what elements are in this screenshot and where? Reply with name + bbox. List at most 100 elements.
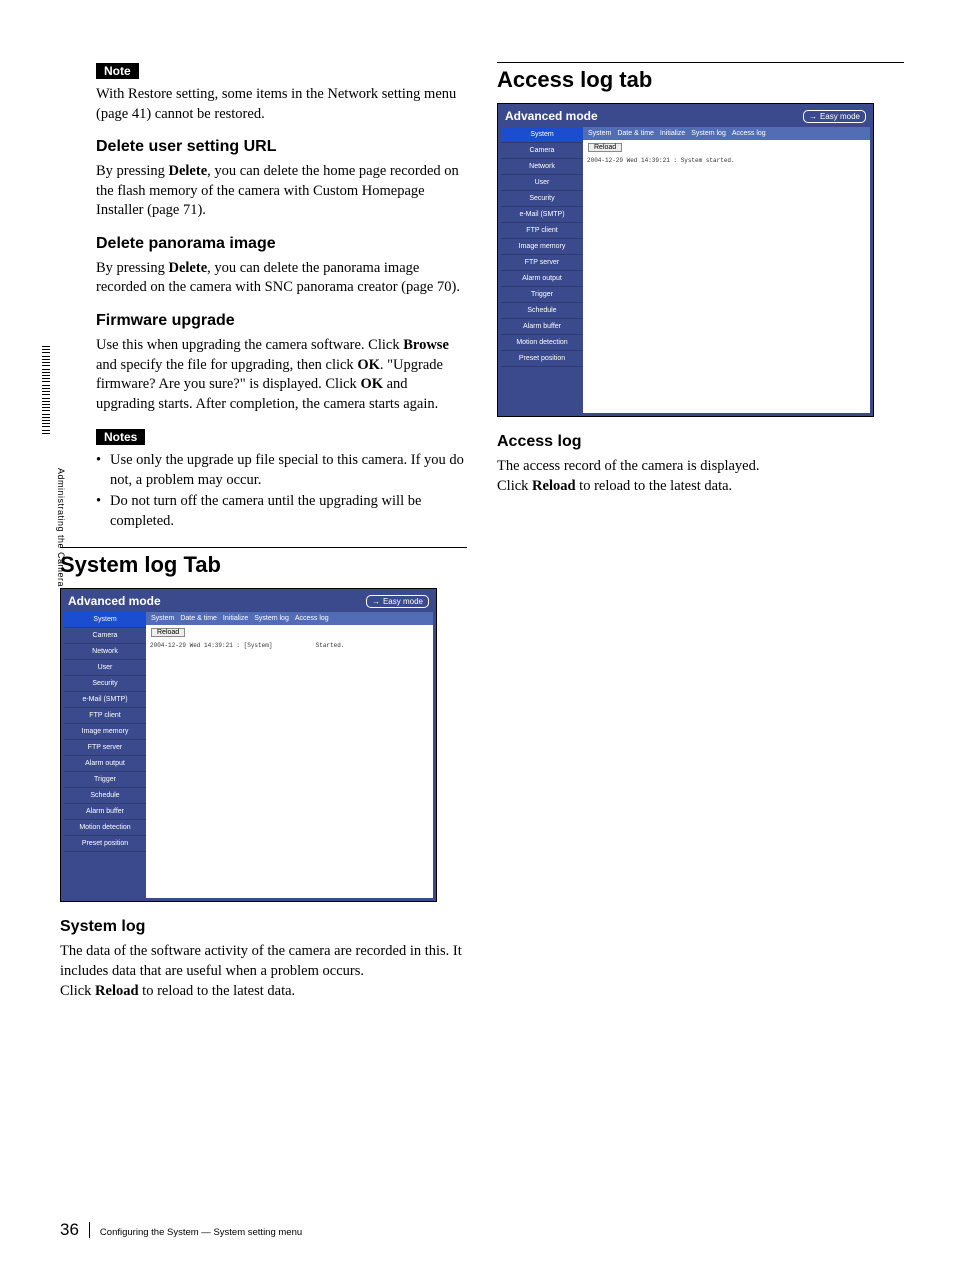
firmware-para: Use this when upgrading the camera softw… [96,336,467,414]
delete-panorama-heading: Delete panorama image [96,235,467,253]
arrow-right-icon: → [809,112,817,121]
system-log-screenshot: Advanced mode → Easy mode System Camera … [60,588,437,902]
nav-item-ftpclient[interactable]: FTP client [501,223,583,239]
page-footer: 36 Configuring the System — System setti… [60,1220,302,1240]
bold-fragment: OK [360,376,383,392]
nav-item-ftpclient[interactable]: FTP client [64,708,146,724]
nav-item-alarmbuf[interactable]: Alarm buffer [501,319,583,335]
bold-fragment: Reload [532,478,576,494]
easy-mode-label: Easy mode [820,112,860,121]
tab-initialize[interactable]: Initialize [660,130,685,137]
nav-item-security[interactable]: Security [64,676,146,692]
sidebar-section-label: Administrating the Camera [56,468,66,587]
notes-badge: Notes [96,429,145,445]
access-log-tab-heading: Access log tab [497,62,904,93]
system-log-output: 2004-12-29 Wed 14:39:21 : [System] Start… [146,640,433,898]
nav-item-user[interactable]: User [501,175,583,191]
tab-accesslog[interactable]: Access log [295,615,329,622]
nav-item-preset[interactable]: Preset position [501,351,583,367]
nav-item-schedule[interactable]: Schedule [64,788,146,804]
bold-fragment: Reload [95,983,139,999]
nav-item-network[interactable]: Network [501,159,583,175]
tab-systemlog[interactable]: System log [254,615,289,622]
nav-item-motion[interactable]: Motion detection [501,335,583,351]
nav-item-ftpserver[interactable]: FTP server [501,255,583,271]
text-fragment: By pressing [96,163,169,179]
right-column: Access log tab Advanced mode → Easy mode… [497,62,904,1015]
nav-item-alarmout[interactable]: Alarm output [501,271,583,287]
nav-item-trigger[interactable]: Trigger [501,287,583,303]
ss-tabs: System Date & time Initialize System log… [146,612,433,625]
bold-fragment: OK [357,357,380,373]
tab-datetime[interactable]: Date & time [180,615,217,622]
system-log-para-1: The data of the software activity of the… [60,942,467,981]
access-log-output: 2004-12-29 Wed 14:39:21 : System started… [583,155,870,413]
access-log-para-2: Click Reload to reload to the latest dat… [497,477,904,497]
nav-item-email[interactable]: e-Mail (SMTP) [501,207,583,223]
easy-mode-button[interactable]: → Easy mode [366,595,429,608]
access-log-screenshot: Advanced mode → Easy mode System Camera … [497,103,874,417]
bold-fragment: Browse [403,337,449,353]
ss-title: Advanced mode [68,594,161,608]
nav-item-schedule[interactable]: Schedule [501,303,583,319]
easy-mode-button[interactable]: → Easy mode [803,110,866,123]
system-log-tab-heading: System log Tab [60,547,467,578]
access-log-heading: Access log [497,433,904,451]
ss-tabs: System Date & time Initialize System log… [583,127,870,140]
system-log-heading: System log [60,918,467,936]
delete-panorama-para: By pressing Delete, you can delete the p… [96,259,467,298]
nav-item-security[interactable]: Security [501,191,583,207]
ss-title: Advanced mode [505,109,598,123]
text-fragment: to reload to the latest data. [576,478,733,494]
nav-item-system[interactable]: System [64,612,146,628]
tab-system[interactable]: System [151,615,174,622]
footer-text: Configuring the System — System setting … [100,1227,302,1238]
delete-url-heading: Delete user setting URL [96,138,467,156]
text-fragment: Click [497,478,532,494]
text-fragment: Use this when upgrading the camera softw… [96,337,403,353]
text-fragment: and specify the file for upgrading, then… [96,357,357,373]
bold-fragment: Delete [169,260,208,276]
nav-item-imagemem[interactable]: Image memory [64,724,146,740]
restore-note-text: With Restore setting, some items in the … [96,85,467,124]
nav-item-email[interactable]: e-Mail (SMTP) [64,692,146,708]
tab-datetime[interactable]: Date & time [617,130,654,137]
nav-item-user[interactable]: User [64,660,146,676]
firmware-heading: Firmware upgrade [96,312,467,330]
nav-item-alarmout[interactable]: Alarm output [64,756,146,772]
reload-button[interactable]: Reload [151,628,185,637]
tab-system[interactable]: System [588,130,611,137]
ss-nav: System Camera Network User Security e-Ma… [501,127,583,413]
nav-item-camera[interactable]: Camera [64,628,146,644]
tab-accesslog[interactable]: Access log [732,130,766,137]
nav-item-motion[interactable]: Motion detection [64,820,146,836]
footer-separator [89,1222,90,1238]
page-number: 36 [60,1220,79,1240]
easy-mode-label: Easy mode [383,597,423,606]
arrow-right-icon: → [372,597,380,606]
note-item: Do not turn off the camera until the upg… [96,492,467,531]
access-log-para-1: The access record of the camera is displ… [497,457,904,477]
text-fragment: Click [60,983,95,999]
nav-item-network[interactable]: Network [64,644,146,660]
nav-item-alarmbuf[interactable]: Alarm buffer [64,804,146,820]
nav-item-imagemem[interactable]: Image memory [501,239,583,255]
tab-systemlog[interactable]: System log [691,130,726,137]
nav-item-system[interactable]: System [501,127,583,143]
bold-fragment: Delete [169,163,208,179]
text-fragment: By pressing [96,260,169,276]
left-column: Note With Restore setting, some items in… [60,62,467,1015]
system-log-para-2: Click Reload to reload to the latest dat… [60,982,467,1002]
note-badge: Note [96,63,139,79]
text-fragment: to reload to the latest data. [139,983,296,999]
nav-item-ftpserver[interactable]: FTP server [64,740,146,756]
ss-nav: System Camera Network User Security e-Ma… [64,612,146,898]
note-item: Use only the upgrade up file special to … [96,451,467,490]
nav-item-preset[interactable]: Preset position [64,836,146,852]
nav-item-trigger[interactable]: Trigger [64,772,146,788]
nav-item-camera[interactable]: Camera [501,143,583,159]
reload-button[interactable]: Reload [588,143,622,152]
firmware-notes-list: Use only the upgrade up file special to … [96,451,467,531]
delete-url-para: By pressing Delete, you can delete the h… [96,162,467,221]
tab-initialize[interactable]: Initialize [223,615,248,622]
